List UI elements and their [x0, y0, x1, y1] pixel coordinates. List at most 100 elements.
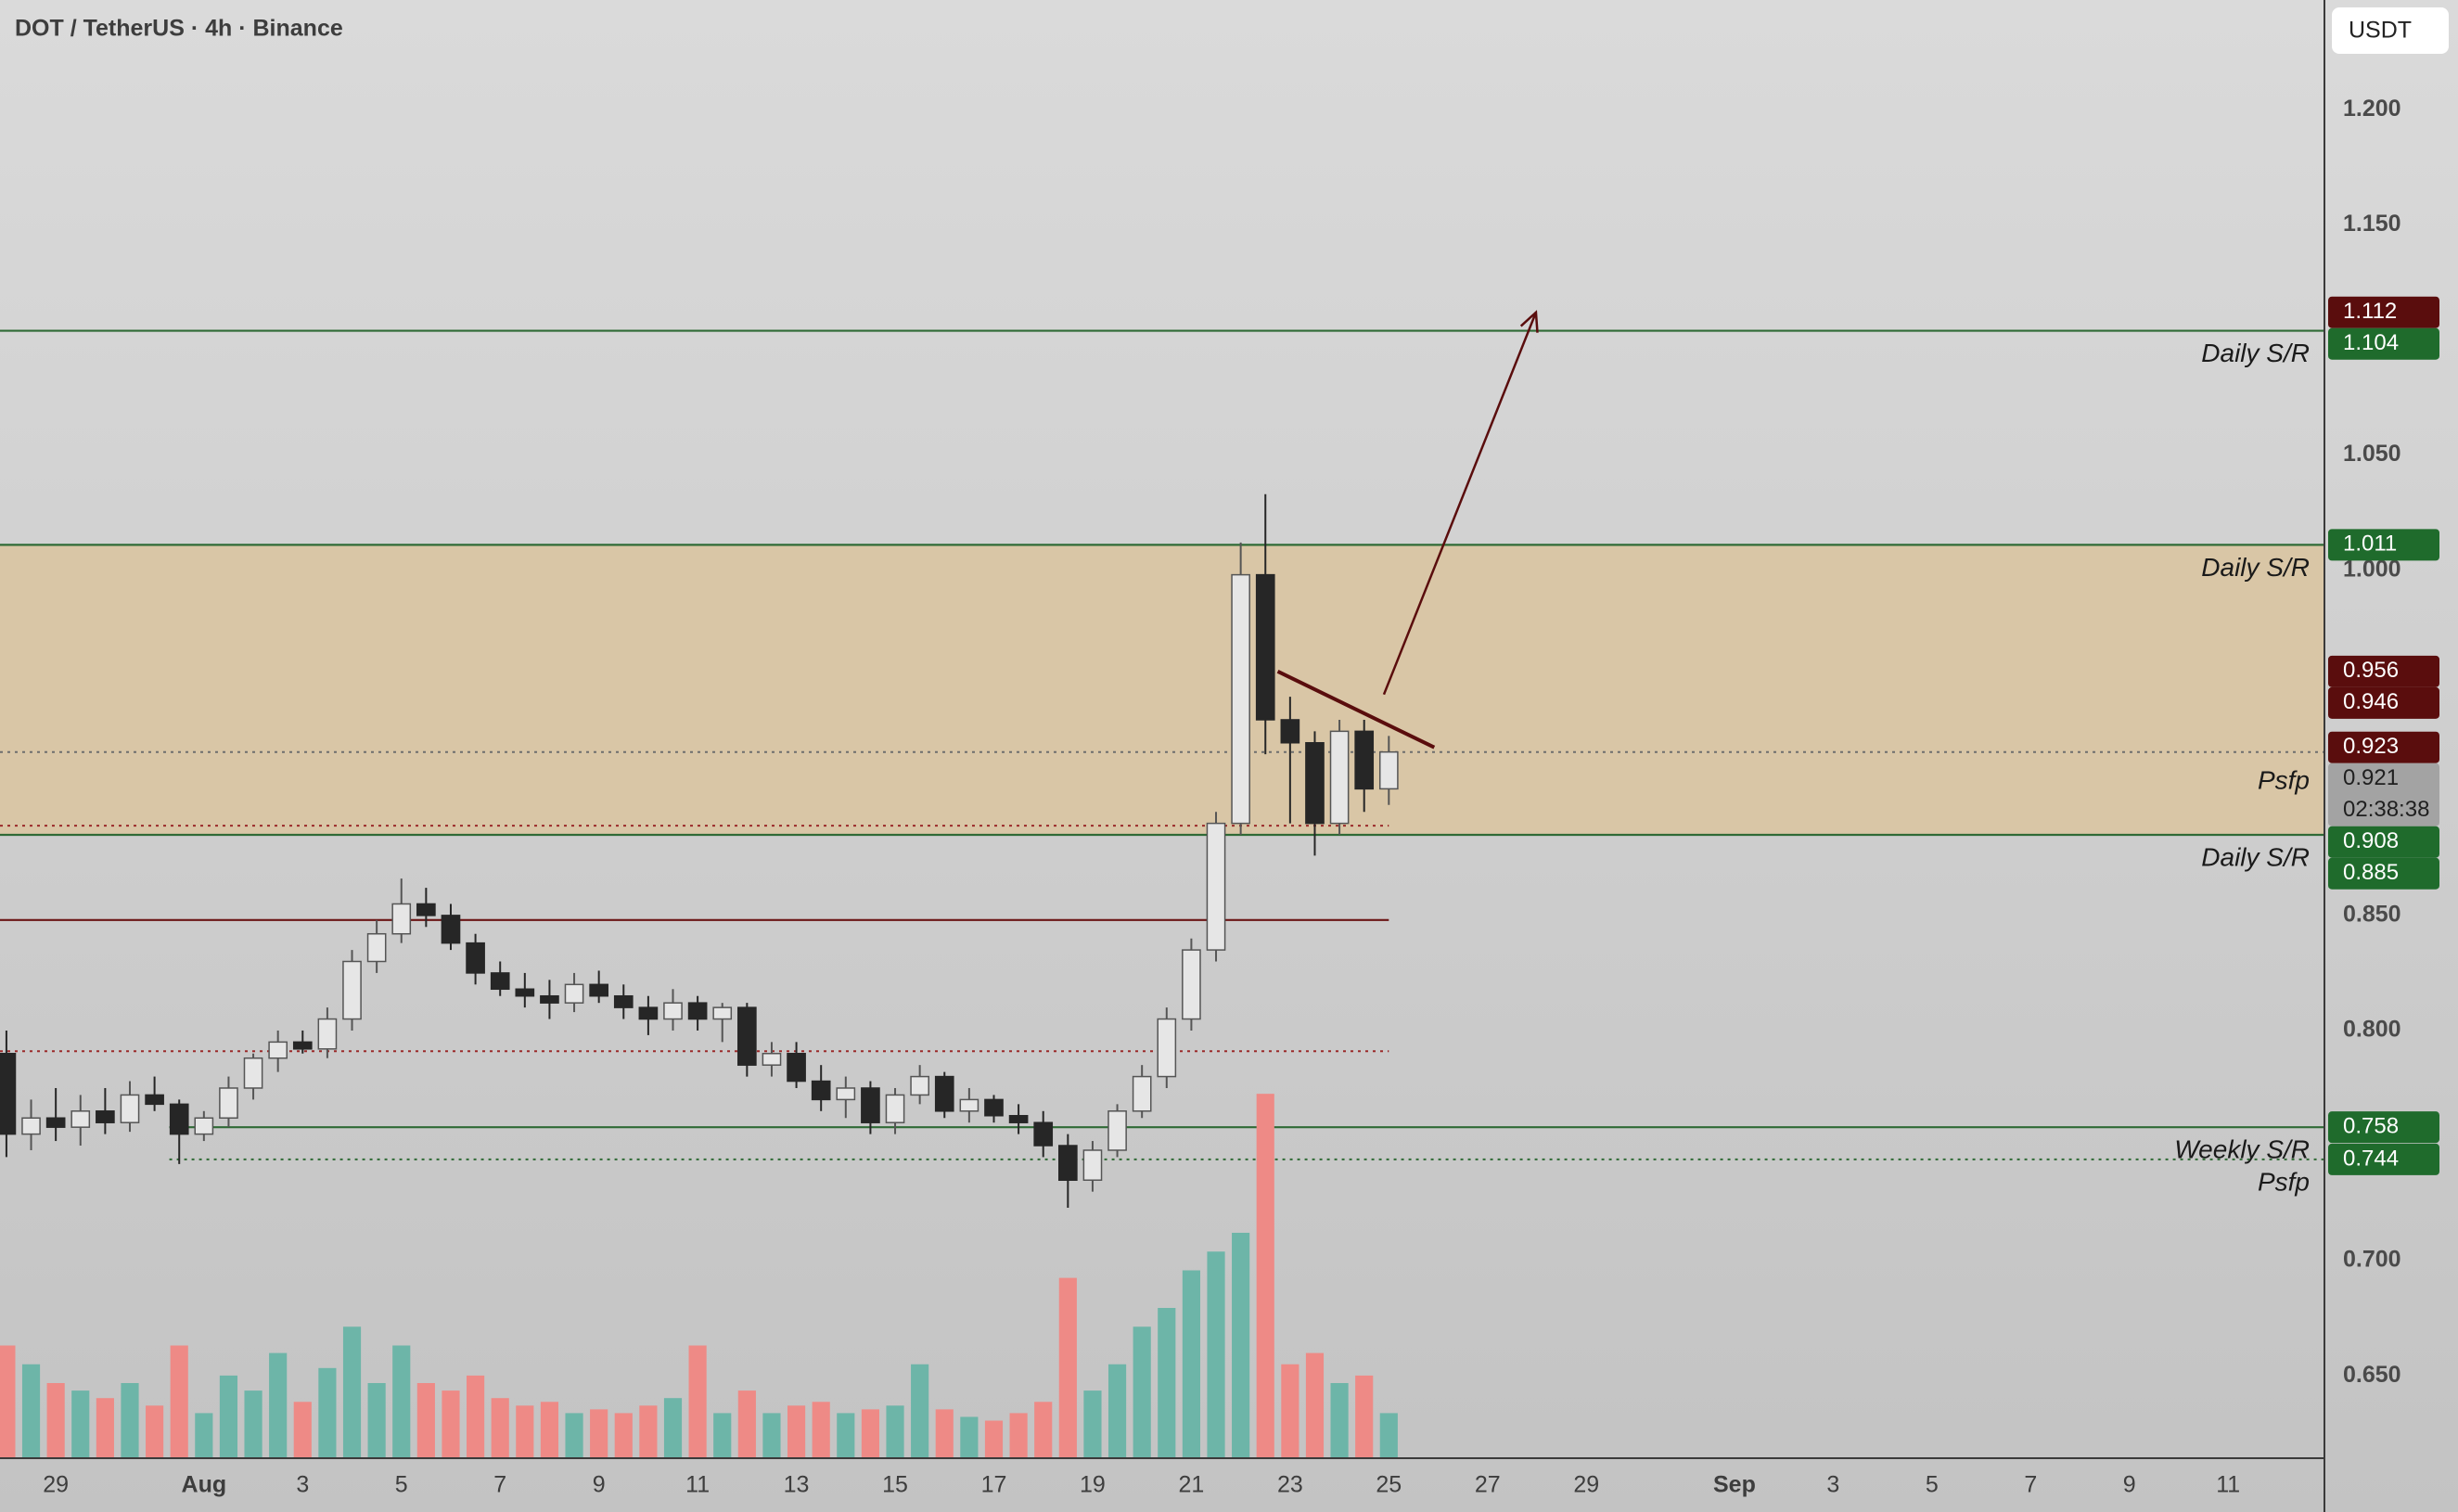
volume-bar	[688, 1345, 707, 1458]
volume-bar	[195, 1413, 213, 1458]
y-tick-label: 1.200	[2343, 96, 2401, 122]
price-label-box	[2328, 529, 2439, 561]
candle-body	[219, 1087, 238, 1119]
price-label: 0.921	[2343, 765, 2399, 790]
candle-body	[169, 1103, 189, 1135]
level-note: Daily S/R	[2201, 842, 2310, 871]
price-label-box	[2328, 826, 2439, 858]
volume-bar	[96, 1398, 114, 1458]
volume-bar	[1330, 1383, 1349, 1458]
x-tick-label: 3	[296, 1472, 309, 1498]
candle-body	[737, 1006, 757, 1066]
volume-bar	[1355, 1375, 1374, 1458]
candle-body	[1008, 1115, 1029, 1123]
candle-body	[836, 1087, 856, 1101]
volume-bar	[984, 1420, 1004, 1458]
volume-bar	[416, 1383, 435, 1458]
volume-bar	[491, 1398, 509, 1458]
x-tick-label: 11	[2216, 1472, 2240, 1498]
candle-body	[1354, 730, 1375, 790]
x-tick-label: 9	[593, 1472, 606, 1498]
price-label: 0.923	[2343, 734, 2399, 759]
price-label-box	[2328, 1111, 2439, 1144]
x-tick-label: Sep	[1713, 1472, 1756, 1498]
volume-bar	[861, 1409, 880, 1458]
candle-body	[613, 994, 634, 1008]
candle-body	[959, 1098, 979, 1112]
candle-body	[1058, 1145, 1078, 1181]
x-tick-label: 15	[882, 1472, 908, 1498]
candle-body	[1378, 750, 1399, 790]
price-label-box	[2328, 1143, 2439, 1175]
volume-bar	[1083, 1390, 1102, 1458]
volume-bar	[1207, 1251, 1225, 1458]
volume-bar	[540, 1402, 559, 1458]
candle-body	[490, 972, 510, 991]
price-label: 1.104	[2343, 330, 2399, 355]
candle-body	[1182, 949, 1201, 1020]
x-tick-label: 25	[1376, 1472, 1402, 1498]
x-tick-label: 11	[685, 1472, 710, 1498]
candle-body	[762, 1053, 782, 1066]
volume-bar	[516, 1405, 534, 1458]
candle-body	[366, 932, 387, 963]
volume-bar	[737, 1390, 756, 1458]
x-tick-label: 5	[1926, 1472, 1939, 1498]
volume-bar	[121, 1383, 139, 1458]
x-tick-label: 3	[1826, 1472, 1839, 1498]
price-label: 0.956	[2343, 658, 2399, 683]
candle-body	[441, 915, 461, 944]
candle-body	[1082, 1149, 1103, 1181]
currency-button[interactable]	[2332, 7, 2449, 54]
volume-bar	[442, 1390, 460, 1458]
candle-body	[1157, 1018, 1177, 1078]
volume-bar	[1034, 1402, 1053, 1458]
level-note: Psfp	[2258, 1167, 2310, 1196]
x-tick-label: 29	[1573, 1472, 1599, 1498]
volume-bar	[935, 1409, 954, 1458]
candle-body	[145, 1094, 164, 1106]
candle-body	[292, 1041, 313, 1050]
candle-body	[1033, 1121, 1054, 1147]
candle-body	[687, 1002, 708, 1020]
candle-body	[120, 1094, 140, 1123]
candle-body	[540, 994, 559, 1004]
chart-title: DOT / TetherUS · 4h · Binance	[15, 16, 343, 42]
x-tick-label: 7	[493, 1472, 506, 1498]
level-note: Daily S/R	[2201, 339, 2310, 367]
volume-bar	[21, 1364, 41, 1458]
candle-body	[712, 1006, 733, 1020]
x-tick-label: 21	[1178, 1472, 1204, 1498]
price-label-box	[2328, 731, 2439, 763]
trend-line	[1276, 670, 1436, 750]
currency-label[interactable]: USDT	[2349, 18, 2412, 44]
x-tick-label: 13	[784, 1472, 810, 1498]
candle-body	[984, 1098, 1004, 1117]
x-tick-label: 19	[1080, 1472, 1106, 1498]
volume-bar	[342, 1326, 362, 1458]
volume-bar	[1232, 1233, 1250, 1458]
candle-body	[885, 1094, 905, 1123]
candle-body	[1206, 822, 1226, 951]
candle-body	[45, 1117, 66, 1128]
x-tick-label: 17	[981, 1472, 1007, 1498]
volume-bar	[1256, 1094, 1274, 1458]
candle-body	[638, 1006, 659, 1020]
y-tick-label: 1.050	[2343, 441, 2401, 467]
x-tick-label: 9	[2123, 1472, 2136, 1498]
level-note: Daily S/R	[2201, 553, 2310, 582]
y-tick-label: 0.700	[2343, 1247, 2401, 1273]
candle-body	[663, 1002, 683, 1020]
candle-body	[515, 988, 535, 997]
candle-body	[317, 1018, 338, 1050]
candle-body	[910, 1075, 929, 1096]
candle-body	[1329, 730, 1350, 825]
level-note: Psfp	[2258, 765, 2310, 794]
candle-body	[466, 942, 485, 974]
candle-body	[342, 960, 362, 1020]
y-tick-label: 0.650	[2343, 1362, 2401, 1388]
volume-bar	[293, 1402, 312, 1458]
price-label: 0.758	[2343, 1114, 2399, 1139]
price-label-box	[2328, 762, 2439, 826]
volume-bar	[467, 1375, 485, 1458]
